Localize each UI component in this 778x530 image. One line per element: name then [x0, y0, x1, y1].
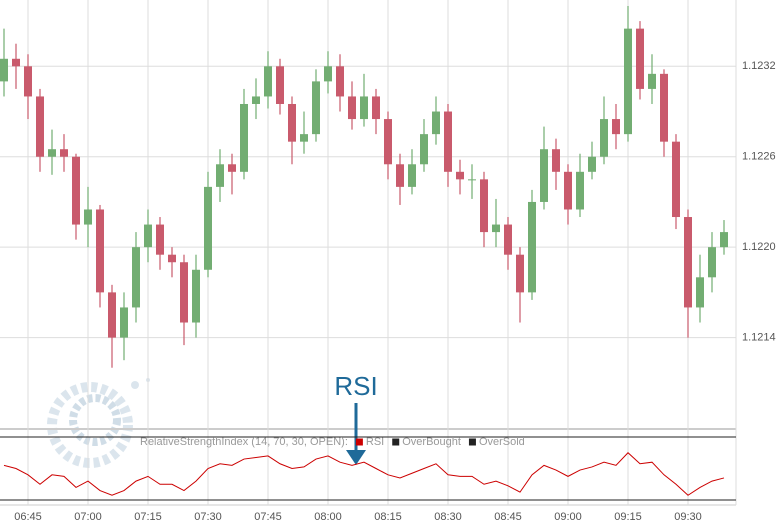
candle-body	[36, 96, 44, 157]
candle-body	[108, 292, 116, 338]
x-tick-label: 06:45	[14, 511, 42, 523]
candle-body	[384, 119, 392, 165]
candle-body	[84, 209, 92, 225]
candle-body	[372, 96, 380, 120]
candle-body	[72, 156, 80, 225]
x-tick-label: 09:15	[614, 511, 642, 523]
x-tick-label: 08:15	[374, 511, 402, 523]
candle-body	[588, 156, 596, 172]
candle-body	[708, 247, 716, 278]
annotation-arrowhead	[346, 450, 366, 465]
candle-body	[564, 171, 572, 210]
candle-body	[504, 224, 512, 255]
x-tick-label: 08:30	[434, 511, 462, 523]
candle-body	[288, 103, 296, 142]
candle-body	[540, 149, 548, 202]
candle-body	[516, 254, 524, 293]
candle-body	[648, 73, 656, 89]
candle-body	[180, 262, 188, 323]
y-tick-label: 1.1220	[742, 241, 776, 253]
candle-body	[492, 224, 500, 233]
candle-body	[156, 224, 164, 255]
candle-body	[264, 66, 272, 97]
candle-body	[552, 149, 560, 172]
candle-body	[300, 134, 308, 142]
candle-body	[468, 179, 476, 181]
candle-body	[348, 96, 356, 120]
candle-body	[528, 201, 536, 293]
candle-body	[24, 66, 32, 97]
candle-body	[60, 149, 68, 157]
candle-body	[48, 149, 56, 157]
candle-body	[228, 164, 236, 172]
legend-swatch	[468, 438, 476, 446]
candle-body	[252, 96, 260, 104]
candle-body	[396, 164, 404, 187]
candle-body	[276, 66, 284, 104]
candle-body	[12, 58, 20, 67]
annotation: RSI	[334, 371, 377, 401]
candle-body	[444, 111, 452, 172]
x-tick-label: 08:00	[314, 511, 342, 523]
candle-body	[420, 134, 428, 165]
x-tick-label: 07:15	[134, 511, 162, 523]
candle-body	[312, 81, 320, 135]
legend-swatch	[392, 438, 400, 446]
candle-body	[696, 277, 704, 308]
x-tick-label: 07:45	[254, 511, 282, 523]
candle-body	[612, 119, 620, 135]
candle-body	[96, 209, 104, 293]
candle-body	[192, 269, 200, 323]
watermark-logo	[47, 378, 150, 468]
candle-body	[336, 66, 344, 97]
legend-title: RelativeStrengthIndex (14, 70, 30, OPEN)…	[140, 436, 348, 448]
candle-body	[456, 171, 464, 180]
candle-body	[480, 179, 488, 233]
candle-body	[720, 232, 728, 248]
candle-body	[660, 73, 668, 142]
candle-body	[216, 164, 224, 187]
candle-body	[324, 66, 332, 82]
candle-body	[432, 111, 440, 135]
legend-label: OverBought	[402, 436, 461, 448]
candle-body	[684, 217, 692, 308]
candle-body	[144, 224, 152, 248]
x-tick-label: 09:00	[554, 511, 582, 523]
candle-body	[120, 307, 128, 338]
candle-body	[576, 171, 584, 210]
x-tick-label: 08:45	[494, 511, 522, 523]
candle-body	[240, 103, 248, 172]
y-tick-label: 1.1214	[742, 331, 776, 343]
x-tick-label: 09:30	[674, 511, 702, 523]
candle-body	[204, 186, 212, 270]
candle-body	[408, 164, 416, 187]
legend-swatch	[355, 438, 363, 446]
candle-body	[0, 58, 8, 82]
rsi-line	[3, 452, 725, 496]
candle-body	[624, 28, 632, 135]
candle-body	[672, 141, 680, 218]
x-tick-label: 07:00	[74, 511, 102, 523]
candle-body	[600, 119, 608, 157]
y-tick-label: 1.1226	[742, 151, 776, 163]
candle-body	[168, 254, 176, 263]
legend-label: RSI	[366, 436, 384, 448]
candle-body	[360, 96, 368, 120]
candle-body	[132, 247, 140, 308]
y-tick-label: 1.1232	[742, 60, 776, 72]
legend-label: OverSold	[479, 436, 525, 448]
candle-body	[636, 28, 644, 89]
x-tick-label: 07:30	[194, 511, 222, 523]
